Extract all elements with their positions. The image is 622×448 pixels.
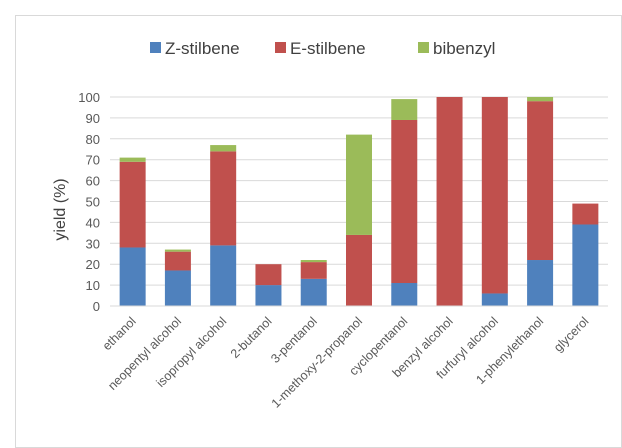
- legend-label-2: bibenzyl: [433, 39, 495, 58]
- y-tick-label-0: 0: [93, 299, 100, 314]
- bar-4-series-0: [300, 278, 327, 306]
- bar-10-series-0: [572, 224, 599, 306]
- bar-4-series-2: [300, 260, 327, 263]
- bar-8-series-1: [481, 97, 508, 294]
- gridlines: [110, 96, 608, 286]
- bars: [119, 97, 599, 306]
- chart-frame: [15, 15, 622, 448]
- bar-2-series-2: [210, 145, 237, 152]
- y-tick-label-70: 70: [86, 153, 100, 168]
- y-tick-label-40: 40: [86, 215, 100, 230]
- legend-swatch-0: [150, 42, 161, 53]
- bar-0-series-2: [119, 157, 146, 162]
- y-axis-label: yield (%): [52, 178, 69, 240]
- bar-2-series-0: [210, 245, 237, 306]
- bar-4-series-1: [300, 262, 327, 279]
- bar-6-series-2: [391, 99, 418, 120]
- y-tick-label-50: 50: [86, 195, 100, 210]
- bar-6-series-1: [391, 119, 418, 284]
- y-tick-label-100: 100: [78, 90, 100, 105]
- y-tick-label-20: 20: [86, 257, 100, 272]
- bar-10-series-1: [572, 203, 599, 225]
- y-tick-label-90: 90: [86, 111, 100, 126]
- bar-9-series-2: [527, 97, 554, 102]
- legend-swatch-1: [275, 42, 286, 53]
- bar-8-series-0: [481, 293, 508, 306]
- x-tick-label-0: ethanol: [100, 314, 139, 353]
- bar-5-series-2: [346, 134, 372, 235]
- bar-5-series-1: [346, 234, 372, 306]
- bar-9-series-0: [527, 260, 554, 306]
- bar-7-series-1: [436, 97, 463, 306]
- legend: Z-stilbene E-stilbene bibenzyl: [150, 39, 495, 58]
- y-tick-label-80: 80: [86, 132, 100, 147]
- bar-3-series-0: [255, 285, 282, 306]
- y-tick-label-60: 60: [86, 174, 100, 189]
- bar-1-series-1: [164, 251, 191, 271]
- bar-2-series-1: [210, 151, 237, 246]
- bar-9-series-1: [527, 101, 554, 261]
- y-tick-label-10: 10: [86, 278, 100, 293]
- bar-0-series-1: [119, 161, 146, 248]
- legend-label-0: Z-stilbene: [165, 39, 240, 58]
- bar-6-series-0: [391, 283, 418, 306]
- bar-1-series-0: [164, 270, 191, 306]
- bar-0-series-0: [119, 247, 146, 306]
- legend-label-1: E-stilbene: [290, 39, 366, 58]
- bar-3-series-1: [255, 264, 282, 286]
- x-tick-label-3: 2-butanol: [228, 314, 275, 361]
- bar-1-series-2: [164, 249, 191, 252]
- x-tick-label-5: 1-methoxy-2-propanol: [269, 314, 365, 410]
- y-axis-ticks: 0 10 20 30 40 50 60 70 80 90 100: [78, 90, 100, 314]
- x-tick-label-10: glycerol: [551, 314, 591, 354]
- legend-swatch-2: [418, 42, 429, 53]
- y-tick-label-30: 30: [86, 236, 100, 251]
